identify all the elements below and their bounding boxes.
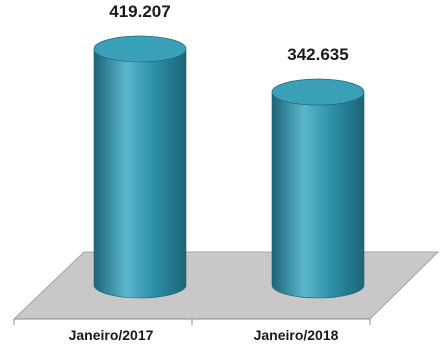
category-label: Janeiro/2017 [69, 327, 154, 343]
bar-body [272, 79, 364, 298]
bar-body [94, 36, 186, 298]
category-label: Janeiro/2018 [254, 327, 339, 343]
bar-top [272, 79, 364, 105]
chart-floor [14, 252, 438, 319]
data-label: 342.635 [287, 45, 348, 64]
bar-cylinder [272, 79, 364, 298]
data-label: 419.207 [109, 2, 170, 21]
bar-cylinder [94, 36, 186, 298]
bar-top [94, 36, 186, 62]
